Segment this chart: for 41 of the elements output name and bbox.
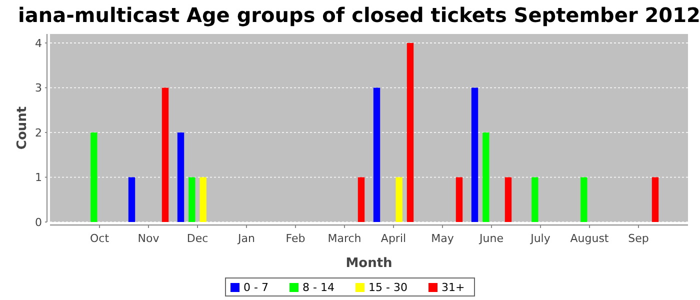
bar [456, 177, 463, 222]
x-tick-label: Jan [237, 232, 255, 245]
legend-label: 0 - 7 [244, 281, 268, 294]
x-tick-label: March [328, 232, 362, 245]
x-axis-title: Month [346, 256, 392, 271]
legend-label: 31+ [442, 281, 465, 294]
x-tick-label: Feb [286, 232, 306, 245]
bar [504, 177, 512, 222]
x-tick-label: July [530, 232, 551, 245]
x-tick-label: April [380, 232, 406, 245]
bar [580, 177, 588, 222]
y-tick-label: 1 [35, 171, 42, 184]
bar [482, 132, 490, 222]
bar [188, 177, 196, 222]
bar [406, 42, 414, 222]
bar [373, 88, 380, 222]
y-tick-label: 3 [35, 82, 42, 95]
x-tick-label: Dec [186, 232, 208, 245]
y-tick-label: 2 [35, 126, 42, 140]
legend-label: 15 - 30 [368, 281, 408, 294]
x-tick-label: Sep [628, 232, 649, 245]
y-tick-label: 0 [35, 216, 42, 229]
bar [652, 177, 659, 222]
x-tick-label: Nov [138, 232, 160, 245]
legend-label: 8 - 14 [302, 281, 334, 294]
y-tick-label: 4 [35, 36, 42, 50]
x-tick-label: August [570, 232, 610, 245]
bar [532, 177, 538, 222]
bar [162, 88, 169, 222]
bar [128, 177, 136, 222]
bar [396, 177, 402, 222]
x-tick-label: May [431, 232, 454, 245]
bar [177, 132, 184, 222]
bar [471, 88, 478, 222]
x-tick-label: June [478, 232, 504, 245]
chart-title: iana-multicast Age groups of closed tickets September 2012 [18, 3, 700, 27]
y-axis-title: Count [15, 106, 30, 150]
x-tick-label: Oct [90, 232, 110, 245]
bar [358, 177, 365, 222]
bar [200, 177, 206, 222]
bar [90, 132, 98, 222]
